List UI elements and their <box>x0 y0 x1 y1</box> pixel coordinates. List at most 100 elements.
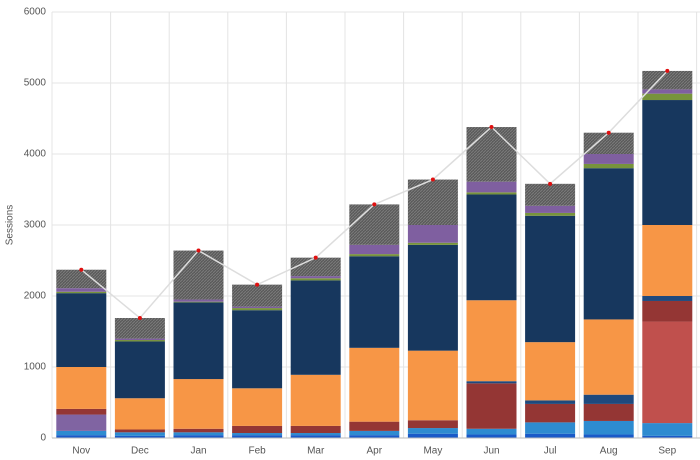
bar-segment <box>642 321 693 424</box>
total-marker <box>255 282 260 287</box>
total-marker <box>313 255 318 260</box>
total-marker <box>79 267 84 272</box>
x-tick-label: Sep <box>658 446 676 457</box>
bar-segment <box>349 430 400 436</box>
bar-segment <box>56 430 107 436</box>
bar-segment <box>466 127 517 182</box>
bar-segment <box>56 414 107 431</box>
total-marker <box>430 177 435 182</box>
bar-segment <box>525 183 576 206</box>
bar-segment <box>349 435 400 438</box>
x-tick-label: Nov <box>72 446 90 457</box>
bar-segment <box>583 168 634 320</box>
bar-segment <box>525 342 576 401</box>
bar-segment <box>525 215 576 343</box>
bar-segment <box>583 163 634 169</box>
bar-segment <box>56 293 107 367</box>
bar-segment <box>407 225 458 243</box>
total-marker <box>372 202 377 207</box>
y-tick-label: 4000 <box>24 149 47 160</box>
bar-segment <box>525 403 576 423</box>
bar-segment <box>56 269 107 289</box>
bar-segment <box>466 383 517 429</box>
bar-segment <box>232 306 283 309</box>
bar-segment <box>466 181 517 193</box>
bar-segment <box>642 93 693 101</box>
total-marker <box>665 68 670 73</box>
bar-segment <box>173 299 224 302</box>
bar-segment <box>173 301 224 303</box>
bar-segment <box>407 428 458 434</box>
bar-segment <box>114 429 165 433</box>
x-tick-label: Aug <box>600 446 618 457</box>
x-tick-label: Mar <box>307 446 325 457</box>
y-tick-label: 5000 <box>24 78 47 89</box>
bar-segment <box>114 338 165 341</box>
bar-segment <box>173 432 224 436</box>
bar-segment <box>583 154 634 164</box>
bar-segment <box>290 276 341 279</box>
bar-segment <box>642 100 693 225</box>
bar-segment <box>56 435 107 438</box>
bar-segment <box>583 132 634 154</box>
bar-segment <box>290 433 341 436</box>
bar-segment <box>583 394 634 404</box>
bar-segment <box>173 428 224 433</box>
y-tick-label: 3000 <box>24 220 47 231</box>
bar-segment <box>114 435 165 438</box>
bar-segment <box>525 422 576 434</box>
bar-segment <box>349 421 400 431</box>
bar-segment <box>232 388 283 426</box>
total-marker <box>548 181 553 186</box>
bar-segment <box>642 296 693 301</box>
bar-segment <box>642 70 693 90</box>
bar-segment <box>173 302 224 380</box>
x-tick-label: Apr <box>367 446 383 457</box>
bar-segment <box>56 291 107 294</box>
y-tick-label: 2000 <box>24 291 47 302</box>
bar-segment <box>642 423 693 436</box>
x-tick-label: Dec <box>131 446 149 457</box>
bar-segment <box>114 398 165 430</box>
x-tick-label: Jan <box>190 446 206 457</box>
bar-segment <box>407 433 458 438</box>
x-tick-label: Feb <box>248 446 266 457</box>
x-tick-label: May <box>423 446 442 457</box>
bar-segment <box>466 434 517 438</box>
bar-segment <box>349 256 400 348</box>
bar-segment <box>349 254 400 257</box>
bar-segment <box>642 225 693 296</box>
bar-segment <box>290 425 341 434</box>
bar-segment <box>466 300 517 382</box>
y-tick-label: 6000 <box>24 7 47 18</box>
bar-segment <box>525 400 576 404</box>
y-tick-label: 1000 <box>24 362 47 373</box>
bar-segment <box>583 403 634 421</box>
bar-segment <box>642 300 693 322</box>
bar-segment <box>290 280 341 375</box>
bar-segment <box>642 89 693 94</box>
bar-segment <box>466 428 517 435</box>
bar-segment <box>466 194 517 301</box>
bar-segment <box>290 278 341 281</box>
y-axis-label: Sessions <box>5 205 16 246</box>
total-marker <box>196 248 201 253</box>
bar-segment <box>232 433 283 436</box>
bar-segment <box>525 212 576 216</box>
bar-segment <box>232 308 283 311</box>
bar-segment <box>349 204 400 245</box>
bar-segment <box>173 250 224 300</box>
bar-segment <box>407 242 458 245</box>
bar-segment <box>290 435 341 438</box>
bar-segment <box>173 435 224 438</box>
bar-segment <box>583 319 634 395</box>
bar-segment <box>56 367 107 409</box>
bar-segment <box>290 257 341 277</box>
bar-segment <box>583 434 634 438</box>
bar-segment <box>114 340 165 342</box>
bar-segment <box>173 379 224 429</box>
bar-segment <box>114 432 165 436</box>
total-marker <box>137 316 142 321</box>
bar-segment <box>114 318 165 339</box>
